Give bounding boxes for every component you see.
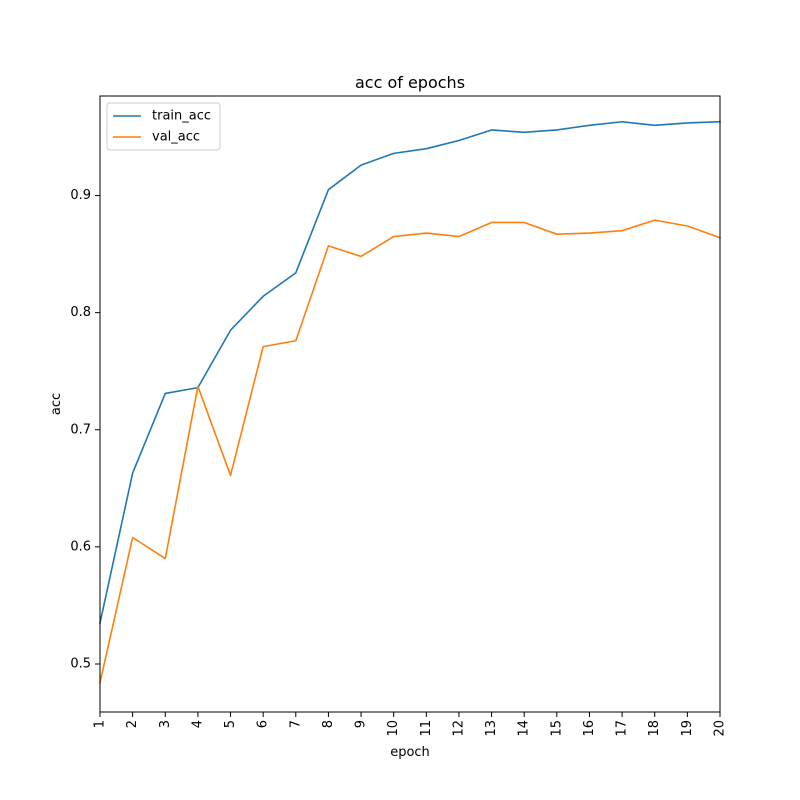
x-tick-label: 8 <box>321 720 336 728</box>
chart-title: acc of epochs <box>355 73 465 92</box>
x-tick-label: 17 <box>615 720 630 737</box>
x-tick-label: 20 <box>713 720 728 737</box>
x-tick-label: 18 <box>647 720 662 737</box>
x-tick-label: 16 <box>582 720 597 737</box>
plot-area <box>99 95 722 713</box>
y-tick-label: 0.8 <box>70 305 91 320</box>
x-tick-label: 13 <box>484 720 499 737</box>
x-tick-label: 14 <box>517 720 532 737</box>
x-tick-label: 19 <box>680 720 695 737</box>
y-tick-label: 0.7 <box>70 422 91 437</box>
x-axis: 1 2 3 4 5 6 7 8 9 10 11 12 13 14 15 16 17 18 19 20 <box>93 712 728 737</box>
x-tick-label: 4 <box>190 720 205 728</box>
plot-frame <box>99 95 721 713</box>
legend: train_acc val_acc <box>106 102 221 151</box>
x-tick-label: 9 <box>354 720 369 728</box>
x-axis-label: epoch <box>390 745 430 760</box>
series-line-val-acc <box>99 219 722 684</box>
x-tick-label: 10 <box>386 720 401 737</box>
series-line-train-acc <box>99 120 721 624</box>
x-tick-label: 12 <box>451 720 466 737</box>
y-tick-label: 0.9 <box>70 188 91 203</box>
x-tick-label: 6 <box>256 720 271 728</box>
x-tick-label: 3 <box>158 720 173 728</box>
x-tick-label: 5 <box>223 720 238 728</box>
legend-label-train-acc: train_acc <box>152 109 211 124</box>
plot-background <box>100 96 720 712</box>
y-tick-label: 0.6 <box>70 539 91 554</box>
x-tick-label: 7 <box>288 720 303 728</box>
legend-label-val-acc: val_acc <box>152 130 200 145</box>
y-tick-label: 0.5 <box>70 656 91 671</box>
x-tick-label: 1 <box>93 720 108 728</box>
series-layer <box>99 120 722 684</box>
x-tick-label: 11 <box>419 720 434 737</box>
legend-box <box>106 102 221 151</box>
y-axis-label: acc <box>49 393 64 415</box>
y-axis: 0.5 0.6 0.7 0.8 0.9 <box>70 188 100 671</box>
x-tick-label: 2 <box>125 720 140 728</box>
x-tick-label: 15 <box>549 720 564 737</box>
